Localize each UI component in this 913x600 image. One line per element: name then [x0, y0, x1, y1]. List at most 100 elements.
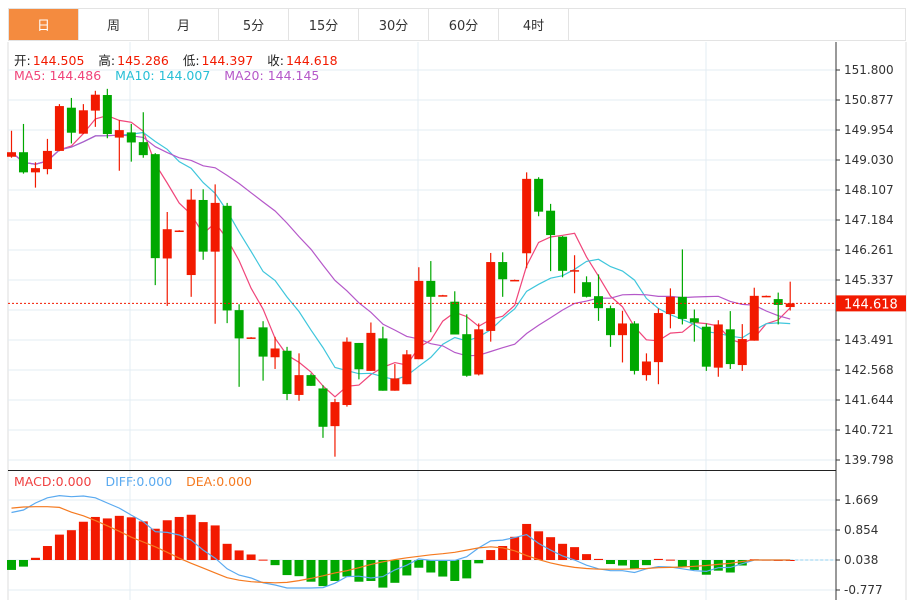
dea-value: DEA:0.000	[186, 474, 253, 489]
tab-week[interactable]: 周	[79, 9, 149, 40]
candle-body	[462, 334, 472, 376]
candle-up	[653, 308, 663, 385]
candle-up	[761, 295, 771, 298]
candle-up	[330, 398, 340, 457]
candle-body	[510, 279, 520, 282]
candle-body	[282, 350, 292, 394]
candle-body	[689, 318, 699, 323]
macd-tick-label: 0.038	[844, 553, 878, 567]
candle-up	[402, 350, 412, 385]
candle-down	[306, 373, 316, 386]
tab-4hour[interactable]: 4时	[499, 9, 569, 40]
tab-day[interactable]: 日	[9, 9, 79, 40]
candle-body	[18, 152, 28, 173]
close-value: 144.618	[285, 53, 338, 68]
diff-line	[11, 494, 791, 589]
candle-down	[582, 276, 592, 298]
candle-up	[665, 288, 675, 329]
candle-down	[558, 236, 568, 278]
macd-bar	[450, 560, 460, 581]
candle-up	[270, 336, 280, 369]
candle-body	[402, 354, 412, 385]
macd-bar	[30, 557, 40, 560]
tab-30min[interactable]: 30分	[359, 9, 429, 40]
candle-body	[378, 338, 388, 391]
candle-down	[426, 261, 436, 333]
candle-down	[354, 342, 364, 380]
macd-bar	[617, 560, 627, 566]
price-tick-label: 146.261	[844, 243, 894, 257]
candle-body	[534, 178, 544, 212]
candle-body	[653, 313, 663, 363]
candle-body	[186, 199, 196, 276]
price-tick-label: 145.337	[844, 273, 894, 287]
macd-bar	[713, 560, 723, 571]
candle-up	[366, 322, 376, 371]
macd-bar	[737, 560, 747, 566]
tab-15min[interactable]: 15分	[289, 9, 359, 40]
moving-average-lines	[11, 114, 791, 398]
candle-body	[210, 202, 220, 252]
macd-bar	[402, 560, 412, 576]
candle-up	[414, 267, 424, 360]
candle-down	[594, 274, 604, 321]
macd-bar	[90, 516, 100, 560]
macd-bar	[570, 547, 580, 560]
candle-body	[222, 205, 232, 311]
candle-up	[737, 324, 747, 371]
candle-up	[570, 255, 580, 294]
candle-down	[629, 321, 639, 375]
price-axis: 151.800 150.877 149.954 149.030 148.107 147.1…	[8, 42, 906, 600]
candle-up	[78, 104, 88, 135]
macd-bar	[150, 528, 160, 560]
macd-bar	[198, 522, 208, 560]
macd-bar	[282, 560, 292, 576]
candle-body	[114, 130, 124, 138]
candle-body	[234, 310, 244, 339]
macd-bar	[582, 554, 592, 560]
candle-body	[90, 94, 100, 111]
candle-up	[749, 287, 759, 341]
diff-value: DIFF:0.000	[105, 474, 173, 489]
candle-body	[366, 332, 376, 371]
candle-body	[522, 178, 532, 254]
candle-down	[150, 153, 160, 286]
macd-tick-label: 0.854	[844, 523, 878, 537]
candle-body	[498, 262, 508, 280]
macd-bar	[246, 554, 256, 560]
candle-down	[701, 323, 711, 371]
candle-up	[210, 184, 220, 324]
tab-60min[interactable]: 60分	[429, 9, 499, 40]
candle-up	[174, 230, 184, 233]
candle-up	[474, 323, 484, 376]
candle-down	[102, 88, 112, 139]
period-tabs: 日 周 月 5分 15分 30分 60分 4时	[8, 8, 906, 41]
candle-up	[342, 337, 352, 407]
macd-bar	[66, 530, 76, 560]
macd-bar	[606, 560, 615, 565]
candle-body	[426, 280, 436, 297]
candle-down	[198, 189, 208, 260]
macd-bar	[78, 521, 88, 560]
macd-info: MACD:0.000 DIFF:0.000 DEA:0.000	[14, 474, 254, 489]
price-tick-label: 143.491	[844, 333, 894, 347]
macd-bar	[42, 546, 52, 560]
ma10-value: MA10: 144.007	[115, 68, 211, 83]
candle-body	[270, 348, 280, 358]
macd-bar	[354, 560, 364, 582]
macd-bar	[366, 560, 376, 581]
macd-bar	[7, 560, 16, 570]
low-label: 低:	[182, 53, 200, 68]
current-price-badge	[836, 295, 906, 312]
current-price-label: 144.618	[844, 297, 898, 312]
tab-5min[interactable]: 5分	[219, 9, 289, 40]
tab-month[interactable]: 月	[149, 9, 219, 40]
macd-bar	[725, 560, 735, 573]
ma10-line	[11, 131, 791, 381]
price-tick-label: 151.800	[844, 63, 894, 77]
candle-body	[354, 342, 364, 370]
candle-down	[773, 292, 783, 325]
candle-body	[306, 375, 316, 386]
price-tick-label: 140.721	[844, 423, 894, 437]
